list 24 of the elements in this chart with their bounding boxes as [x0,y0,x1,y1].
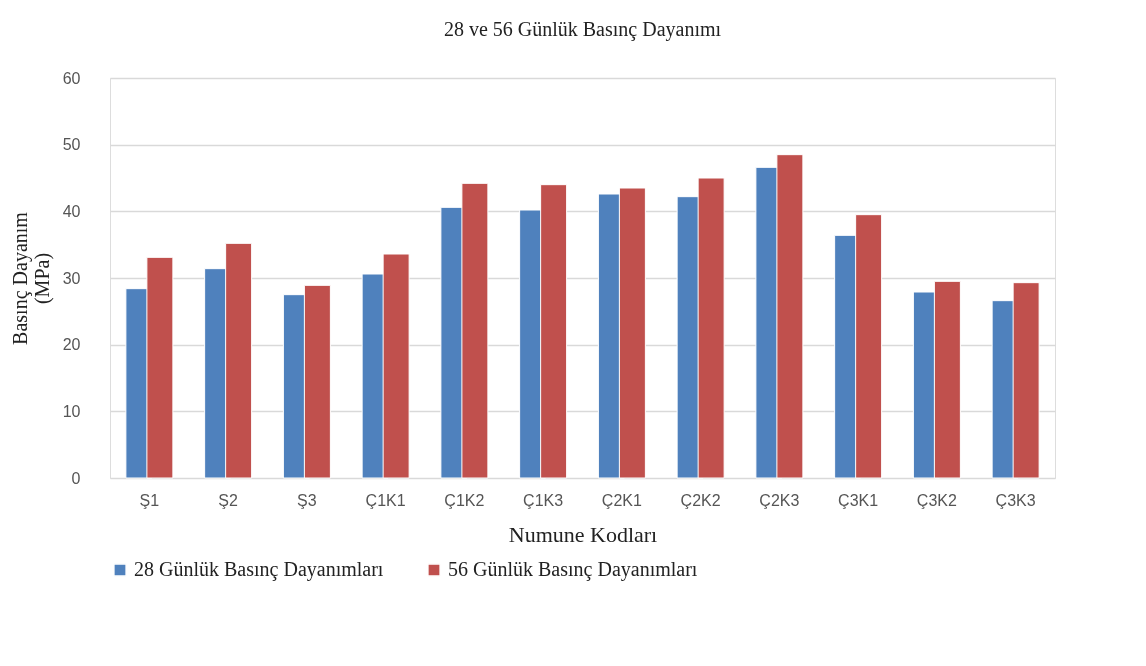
y-tick-label: 10 [62,402,81,420]
chart-title: 28 ve 56 Günlük Basınç Dayanımı [443,18,722,41]
y-tick-label: 60 [62,69,81,87]
x-tick-label: Ç2K1 [601,491,642,509]
legend-label: 56 Günlük Basınç Dayanımları [448,558,698,581]
x-tick-label: Ş3 [297,491,317,509]
x-tick-label: Ç1K2 [444,491,485,509]
y-tick-label: 40 [62,202,81,220]
x-axis-title: Numune Kodları [508,521,658,547]
x-tick-label: Ç3K1 [838,491,879,509]
y-tick-label: 20 [62,336,81,354]
y-tick-label: 50 [62,136,81,154]
x-tick-label: Ç2K3 [759,491,800,509]
x-tick-label: Ç1K1 [365,491,406,509]
y-tick-label: 30 [62,269,81,287]
legend-label: 28 Günlük Basınç Dayanımları [134,558,384,581]
x-tick-label: Ç1K3 [523,491,564,509]
y-tick-label: 0 [71,469,81,487]
x-tick-label: Ş1 [139,491,160,509]
y-axis-title: Basınç Dayanım (MPa) [8,211,54,345]
x-tick-label: Ç3K2 [916,491,957,509]
x-tick-label: Ç2K2 [680,491,721,509]
x-tick-label: Ş2 [218,491,239,509]
x-tick-label: Ç3K3 [995,491,1036,509]
